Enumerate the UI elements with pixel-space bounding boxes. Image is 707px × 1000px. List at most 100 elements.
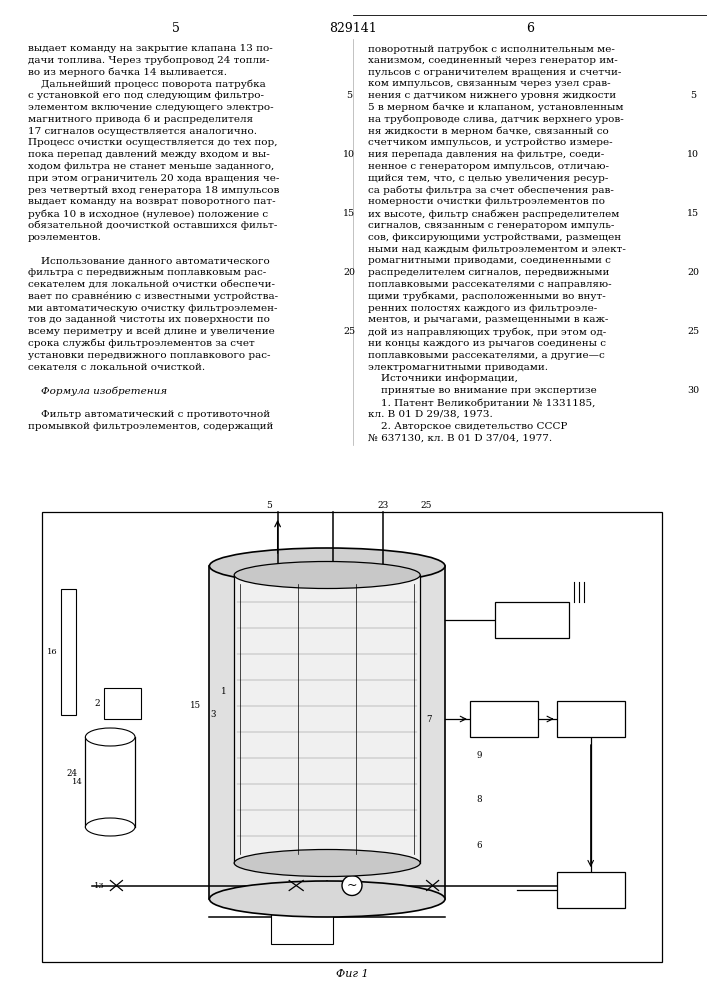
Ellipse shape: [86, 728, 135, 746]
Text: ными над каждым фильтроэлементом и элект-: ными над каждым фильтроэлементом и элект…: [368, 245, 626, 254]
Text: 5: 5: [267, 501, 272, 510]
Text: кл. B 01 D 29/38, 1973.: кл. B 01 D 29/38, 1973.: [368, 410, 493, 419]
Text: Дальнейший процесс поворота патрубка: Дальнейший процесс поворота патрубка: [28, 79, 266, 89]
Text: при этом ограничитель 20 хода вращения че-: при этом ограничитель 20 хода вращения ч…: [28, 174, 279, 183]
Text: Фильтр автоматический с противоточной: Фильтр автоматический с противоточной: [28, 410, 270, 419]
Text: 25: 25: [343, 327, 355, 336]
Text: 13: 13: [93, 882, 105, 890]
Text: на трубопроводе слива, датчик верхнего уров-: на трубопроводе слива, датчик верхнего у…: [368, 115, 624, 124]
Text: ня жидкости в мерном бачке, связанный со: ня жидкости в мерном бачке, связанный со: [368, 127, 609, 136]
Text: 17 сигналов осуществляется аналогично.: 17 сигналов осуществляется аналогично.: [28, 127, 257, 136]
Text: 11: 11: [346, 900, 357, 908]
Ellipse shape: [209, 881, 445, 917]
Text: поплавковыми рассекателями, а другие—с: поплавковыми рассекателями, а другие—с: [368, 351, 604, 360]
Text: рубка 10 в исходное (нулевое) положение с: рубка 10 в исходное (нулевое) положение …: [28, 209, 268, 219]
Text: промывкой фильтроэлементов, содержащий: промывкой фильтроэлементов, содержащий: [28, 422, 274, 431]
Text: роэлементов.: роэлементов.: [28, 233, 102, 242]
Text: тов до заданной чистоты их поверхности по: тов до заданной чистоты их поверхности п…: [28, 315, 270, 324]
Text: их высоте, фильтр снабжен распределителем: их высоте, фильтр снабжен распределителе…: [368, 209, 619, 219]
Text: 24: 24: [66, 768, 78, 778]
Bar: [556, 872, 625, 908]
Text: Формула изобретения: Формула изобретения: [28, 386, 167, 396]
Text: 5: 5: [346, 91, 352, 100]
Text: 21: 21: [585, 886, 597, 894]
Text: электромагнитными приводами.: электромагнитными приводами.: [368, 363, 548, 372]
Text: 16: 16: [47, 648, 57, 656]
Text: 14: 14: [71, 778, 83, 786]
Text: ханизмом, соединенный через генератор им-: ханизмом, соединенный через генератор им…: [368, 56, 618, 65]
Text: 5 в мерном бачке и клапаном, установленным: 5 в мерном бачке и клапаном, установленн…: [368, 103, 624, 112]
Text: всему периметру и всей длине и увеличение: всему периметру и всей длине и увеличени…: [28, 327, 275, 336]
Text: номерности очистки фильтроэлементов по: номерности очистки фильтроэлементов по: [368, 197, 605, 206]
Text: 19: 19: [585, 714, 597, 724]
Text: секателя с локальной очисткой.: секателя с локальной очисткой.: [28, 363, 205, 372]
Bar: [469, 701, 538, 737]
Text: № 637130, кл. B 01 D 37/04, 1977.: № 637130, кл. B 01 D 37/04, 1977.: [368, 433, 552, 442]
Text: 6: 6: [476, 840, 481, 850]
Bar: [234, 575, 420, 863]
Text: 23: 23: [378, 501, 389, 510]
Bar: [495, 602, 569, 638]
Text: Фиг 1: Фиг 1: [336, 969, 368, 979]
Text: 10: 10: [687, 150, 699, 159]
Text: ментов, и рычагами, размещенными в каж-: ментов, и рычагами, размещенными в каж-: [368, 315, 609, 324]
Text: 9: 9: [476, 750, 481, 760]
Text: вает по сравне́нию с известными устройства-: вает по сравне́нию с известными устройст…: [28, 292, 278, 301]
Text: 2: 2: [94, 699, 100, 708]
Text: са работы фильтра за счет обеспечения рав-: са работы фильтра за счет обеспечения ра…: [368, 186, 614, 195]
Text: распределителем сигналов, передвижными: распределителем сигналов, передвижными: [368, 268, 609, 277]
Text: 5: 5: [172, 21, 180, 34]
Text: пульсов с ограничителем вращения и счетчи-: пульсов с ограничителем вращения и счетч…: [368, 68, 621, 77]
Text: 1. Патент Великобритании № 1331185,: 1. Патент Великобритании № 1331185,: [368, 398, 595, 408]
Text: поплавковыми рассекателями с направляю-: поплавковыми рассекателями с направляю-: [368, 280, 612, 289]
Text: ненное с генератором импульсов, отличаю-: ненное с генератором импульсов, отличаю-: [368, 162, 609, 171]
Text: установки передвижного поплавкового рас-: установки передвижного поплавкового рас-: [28, 351, 271, 360]
Text: магнитного привода 6 и распределителя: магнитного привода 6 и распределителя: [28, 115, 253, 124]
Text: Процесс очистки осуществляется до тех пор,: Процесс очистки осуществляется до тех по…: [28, 138, 278, 147]
Text: Использование данного автоматического: Использование данного автоматического: [28, 256, 270, 265]
Text: секателем для локальной очистки обеспечи-: секателем для локальной очистки обеспечи…: [28, 280, 275, 289]
Text: щими трубками, расположенными во внут-: щими трубками, расположенными во внут-: [368, 292, 606, 301]
Text: 20: 20: [431, 898, 442, 906]
Text: ния перепада давления на фильтре, соеди-: ния перепада давления на фильтре, соеди-: [368, 150, 604, 159]
Text: ренних полостях каждого из фильтроэле-: ренних полостях каждого из фильтроэле-: [368, 304, 597, 313]
Text: выдает команду на закрытие клапана 13 по-: выдает команду на закрытие клапана 13 по…: [28, 44, 273, 53]
Text: поворотный патрубок с исполнительным ме-: поворотный патрубок с исполнительным ме-: [368, 44, 615, 53]
Text: ком импульсов, связанным через узел срав-: ком импульсов, связанным через узел срав…: [368, 79, 611, 88]
Text: 829141: 829141: [329, 21, 377, 34]
Text: срока службы фильтроэлементов за счет: срока службы фильтроэлементов за счет: [28, 339, 255, 349]
Bar: [104, 688, 141, 719]
Text: фильтра с передвижным поплавковым рас-: фильтра с передвижным поплавковым рас-: [28, 268, 267, 277]
Bar: [271, 912, 334, 944]
Text: ми автоматическую очистку фильтроэлемен-: ми автоматическую очистку фильтроэлемен-: [28, 304, 278, 313]
Bar: [209, 566, 445, 899]
Text: сигналов, связанным с генератором импуль-: сигналов, связанным с генератором импуль…: [368, 221, 614, 230]
Bar: [42, 512, 662, 962]
Text: 3: 3: [210, 710, 216, 719]
Text: сов, фиксирующими устройствами, размещен: сов, фиксирующими устройствами, размещен: [368, 233, 621, 242]
Text: обязательной доочисткой оставшихся фильт-: обязательной доочисткой оставшихся фильт…: [28, 221, 277, 231]
Bar: [556, 701, 625, 737]
Text: выдает команду на возврат поворотного пат-: выдает команду на возврат поворотного па…: [28, 197, 276, 206]
Text: 4: 4: [293, 881, 299, 890]
Text: 10: 10: [343, 150, 355, 159]
Text: 12: 12: [291, 900, 301, 908]
Ellipse shape: [234, 562, 420, 588]
Text: принятые во внимание при экспертизе: принятые во внимание при экспертизе: [368, 386, 597, 395]
Ellipse shape: [234, 850, 420, 876]
Text: дой из направляющих трубок, при этом од-: дой из направляющих трубок, при этом од-: [368, 327, 606, 337]
Ellipse shape: [86, 818, 135, 836]
Text: с установкой его под следующим фильтро-: с установкой его под следующим фильтро-: [28, 91, 264, 100]
Text: 22: 22: [297, 924, 308, 933]
Text: Источники информации,: Источники информации,: [368, 374, 518, 383]
Circle shape: [342, 876, 362, 896]
Text: счетчиком импульсов, и устройство измере-: счетчиком импульсов, и устройство измере…: [368, 138, 613, 147]
Text: ни концы каждого из рычагов соединены с: ни концы каждого из рычагов соединены с: [368, 339, 606, 348]
Text: 20: 20: [343, 268, 355, 277]
Text: 15: 15: [343, 209, 355, 218]
Text: 8: 8: [476, 796, 481, 804]
Text: элементом включение следующего электро-: элементом включение следующего электро-: [28, 103, 274, 112]
Text: ходом фильтра не станет меньше заданного,: ходом фильтра не станет меньше заданного…: [28, 162, 274, 171]
Text: 17: 17: [525, 615, 538, 624]
Text: 1: 1: [221, 688, 226, 696]
